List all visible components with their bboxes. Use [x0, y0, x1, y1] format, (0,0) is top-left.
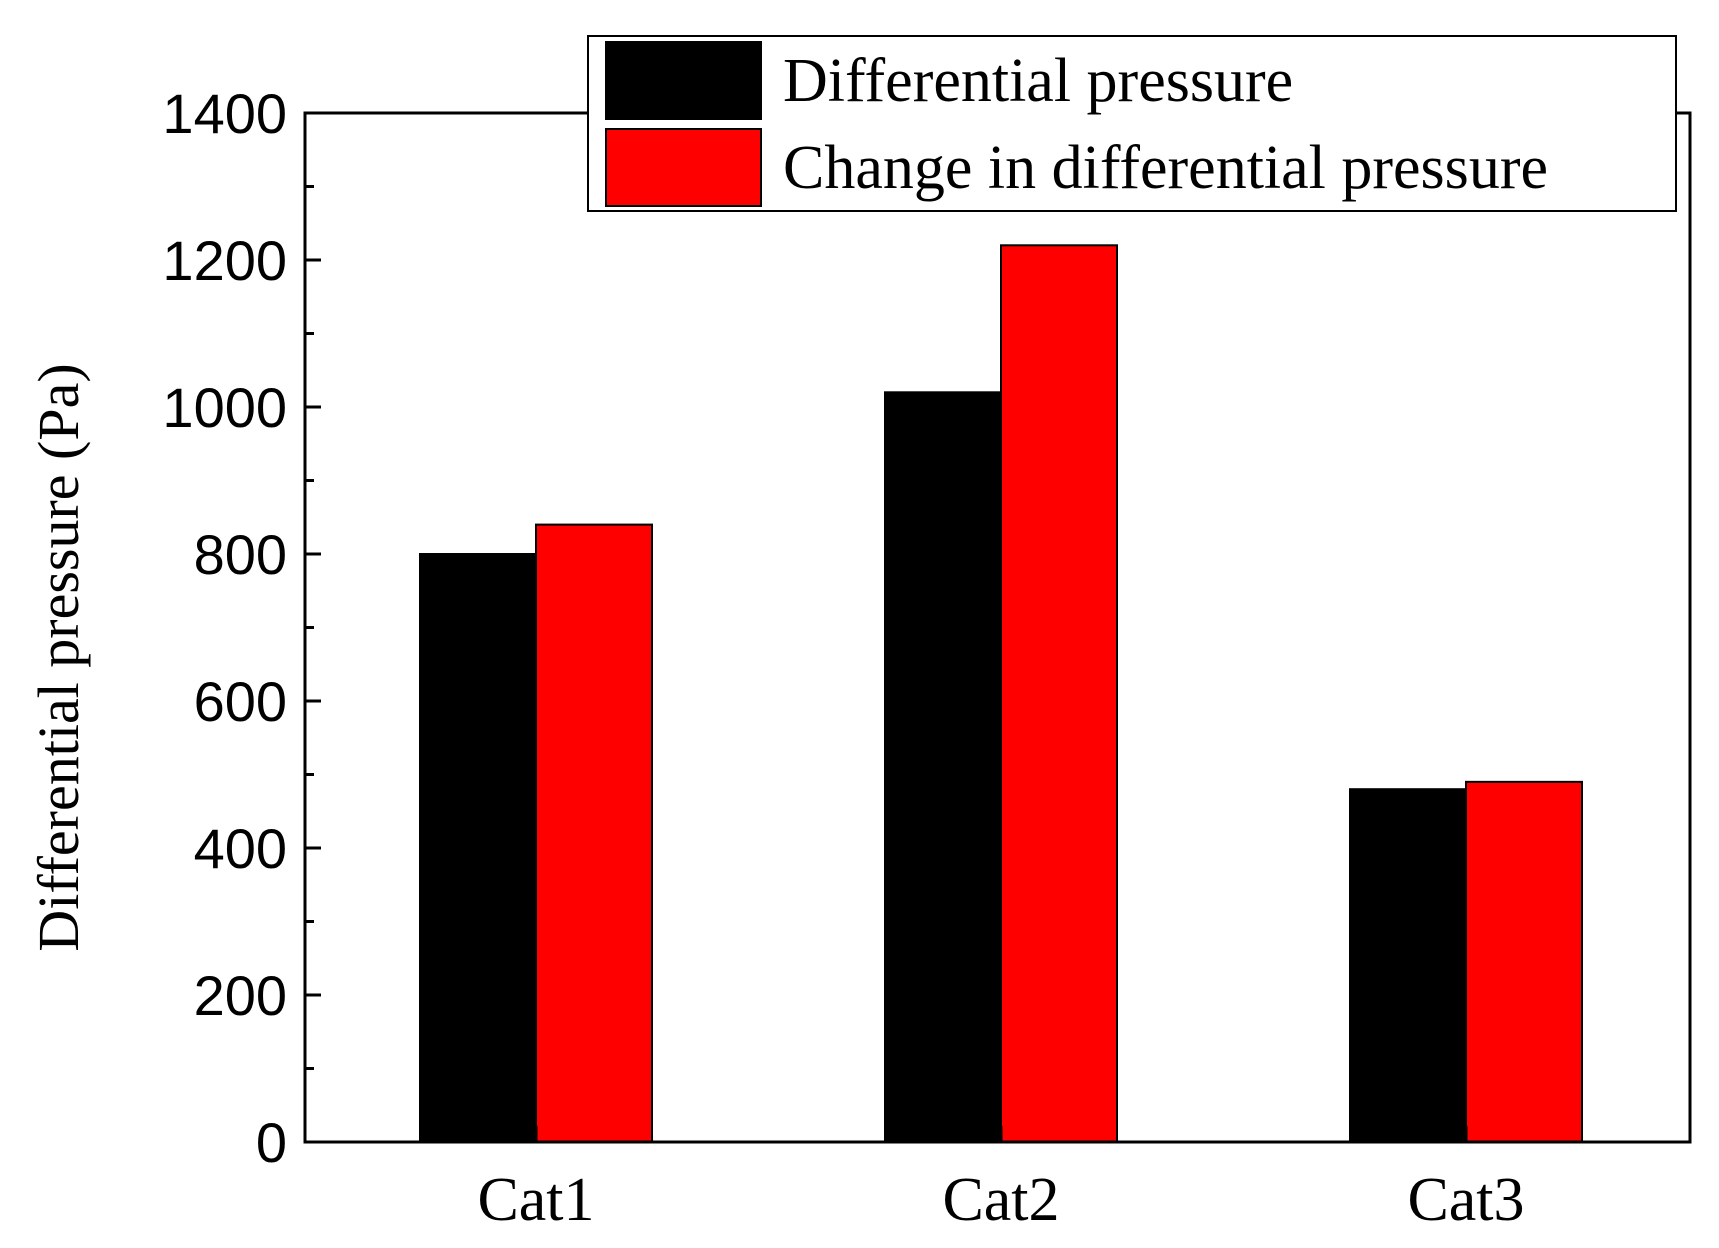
- bar-cat3-series-2: [1465, 780, 1583, 1143]
- y-tick-label: 1000: [162, 376, 287, 439]
- bar-cat2-series-2: [1000, 244, 1118, 1144]
- y-axis: 0 200 400 600 800 1000 1200 1400: [162, 82, 321, 1174]
- y-tick-label: 200: [194, 964, 287, 1027]
- bar-cat3-series-1: [1349, 788, 1467, 1143]
- legend-box: [587, 35, 1677, 212]
- y-tick-label: 0: [256, 1111, 287, 1174]
- y-tick-label: 1400: [162, 82, 287, 145]
- bar-cat1-series-2: [535, 523, 653, 1143]
- bar-cat2-series-1: [884, 391, 1002, 1143]
- y-tick-label: 600: [194, 670, 287, 733]
- x-tick-label: Cat3: [1407, 1166, 1524, 1234]
- legend-label-series-1: Differential pressure: [783, 47, 1293, 115]
- y-axis-title: Differential pressure (Pa): [26, 363, 91, 951]
- x-tick-label: Cat2: [942, 1166, 1059, 1234]
- y-tick-label: 800: [194, 523, 287, 586]
- y-tick-label: 400: [194, 817, 287, 880]
- bar-cat1-series-1: [419, 553, 537, 1143]
- x-tick-label: Cat1: [477, 1166, 594, 1234]
- legend-swatch-series-2: [605, 128, 762, 207]
- legend: Differential pressure Change in different…: [587, 35, 1677, 212]
- y-tick-label: 1200: [162, 229, 287, 292]
- legend-swatch-series-1: [605, 41, 762, 120]
- bars-group: [419, 244, 1583, 1144]
- x-axis: Cat1 Cat2 Cat3: [477, 1126, 1525, 1234]
- legend-label-series-2: Change in differential pressure: [783, 134, 1548, 202]
